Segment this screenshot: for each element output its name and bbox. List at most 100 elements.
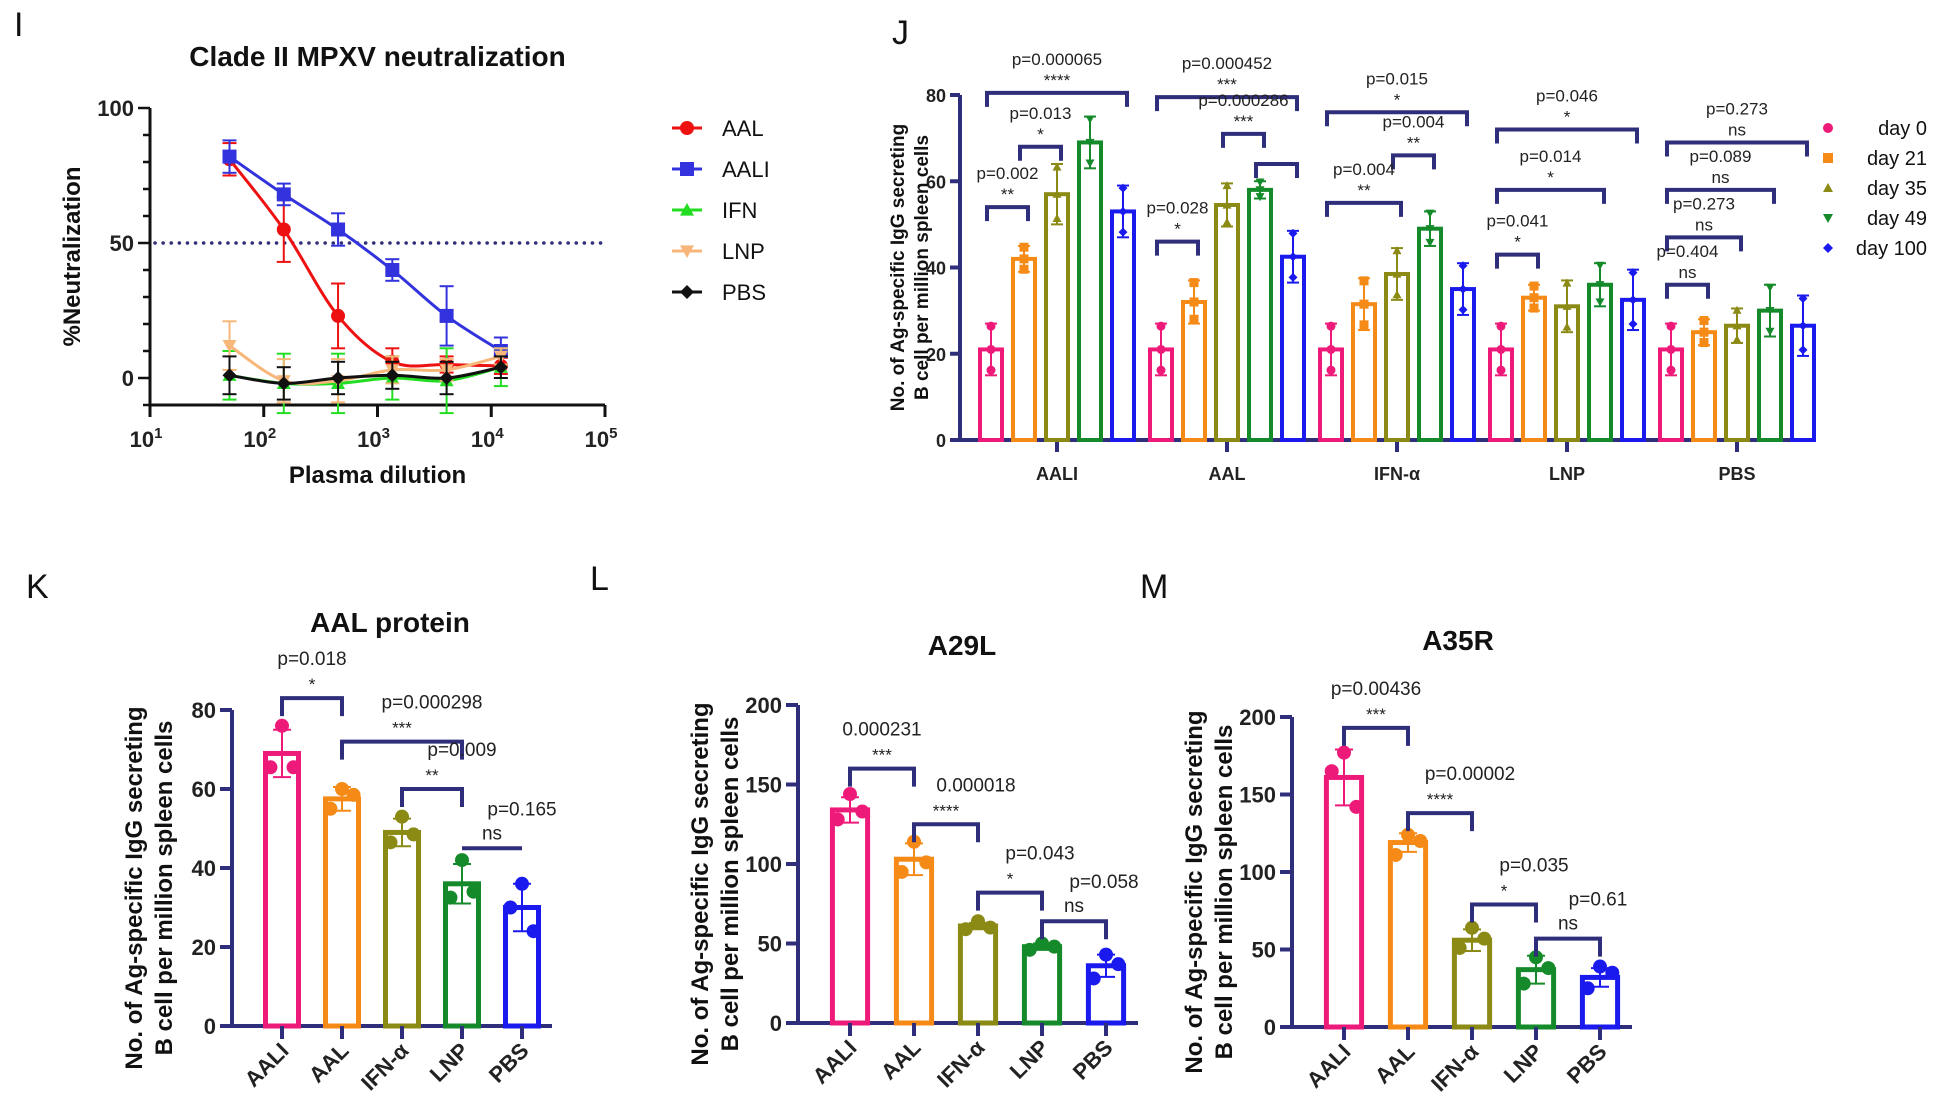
significance-stars: ns xyxy=(1712,168,1730,187)
x-tick-label: AALI xyxy=(1302,1039,1356,1093)
data-point xyxy=(1099,947,1113,962)
data-point xyxy=(1189,314,1199,324)
data-point xyxy=(1496,365,1506,375)
significance-bracket xyxy=(1495,187,1606,204)
significance-stars: *** xyxy=(1366,705,1386,724)
significance-bracket xyxy=(1495,127,1639,144)
x-tick-label: 103 xyxy=(357,425,390,452)
series-lnp xyxy=(222,320,508,404)
x-tick-label: PBS xyxy=(1068,1035,1118,1085)
x-axis-label: Plasma dilution xyxy=(289,462,466,489)
data-point xyxy=(503,900,518,915)
data-point xyxy=(1388,847,1403,862)
data-point xyxy=(1359,299,1369,309)
data-point xyxy=(986,365,996,375)
y-tick-label: 0 xyxy=(204,1014,216,1039)
p-value-label: 0.000231 xyxy=(842,720,921,741)
p-value-label: p=0.028 xyxy=(1147,199,1209,218)
y-tick-label: 40 xyxy=(926,259,946,279)
p-value-label: p=0.404 xyxy=(1657,242,1719,261)
p-value-label: p=0.165 xyxy=(487,799,556,820)
bar xyxy=(1417,226,1443,442)
data-point xyxy=(222,368,237,383)
significance-stars: ns xyxy=(1679,263,1697,282)
panel-letter-m: M xyxy=(1140,568,1169,606)
chart-neutralization: Clade II MPXV neutralization 0 50 100 101 102… xyxy=(59,41,770,489)
panel-letter-l: L xyxy=(590,560,609,598)
data-point xyxy=(983,920,998,935)
bar-AAL-day-21 xyxy=(1181,278,1207,442)
y-tick-label: 20 xyxy=(192,935,216,960)
data-point xyxy=(1628,268,1638,278)
data-point xyxy=(1019,254,1029,264)
bar-IFN-α-day-0 xyxy=(1318,321,1344,442)
p-value-label: p=0.041 xyxy=(1487,212,1549,231)
data-point xyxy=(1359,276,1369,286)
significance-bracket xyxy=(1221,131,1266,148)
x-tick-label: IFN-α xyxy=(1374,464,1420,484)
p-value-label: p=0.000452 xyxy=(1182,54,1272,73)
data-point xyxy=(1765,283,1775,292)
legend-marker xyxy=(680,121,694,135)
significance-bracket xyxy=(1325,110,1469,127)
data-point xyxy=(1255,178,1265,187)
data-point xyxy=(1496,321,1506,331)
bar xyxy=(1110,209,1136,442)
data-point xyxy=(855,804,870,819)
data-point xyxy=(1052,162,1062,171)
p-value-label: p=0.046 xyxy=(1536,87,1598,106)
y-tick-label: 60 xyxy=(926,172,946,192)
significance-stars: *** xyxy=(392,719,412,738)
bar-PBS-day-49 xyxy=(1757,283,1783,442)
legend-label: day 0 xyxy=(1878,118,1927,140)
p-value-label: p=0.018 xyxy=(277,649,346,670)
legend-label: day 100 xyxy=(1856,238,1927,260)
data-point xyxy=(1392,269,1402,278)
bar-AALI-day-21 xyxy=(1011,242,1037,442)
bar xyxy=(443,881,481,1029)
bar xyxy=(1011,256,1037,442)
bar-LNP xyxy=(443,853,481,1029)
bar-AALI xyxy=(829,787,871,1026)
data-point xyxy=(1562,301,1572,310)
series-pbs xyxy=(222,355,508,401)
legend-label: LNP xyxy=(722,239,765,264)
bar-LNP-day-21 xyxy=(1521,281,1547,442)
data-point xyxy=(406,827,421,842)
bar-PBS-day-35 xyxy=(1724,305,1750,442)
legend-marker xyxy=(680,162,694,176)
legend-item-aal: AAL xyxy=(672,116,764,141)
bar-PBS xyxy=(1085,947,1127,1026)
legend-item-day-21: day 21 xyxy=(1823,148,1927,170)
significance-bracket xyxy=(985,90,1129,107)
data-point xyxy=(515,876,529,891)
data-point xyxy=(1022,942,1037,957)
data-point xyxy=(1798,321,1808,331)
data-point xyxy=(1465,920,1479,935)
y-tick-label: 100 xyxy=(97,96,134,121)
chart-title: A29L xyxy=(928,630,996,661)
fit-curve xyxy=(228,158,501,368)
data-point xyxy=(1458,284,1468,294)
significance-stars: ns xyxy=(1728,120,1746,139)
data-point xyxy=(331,308,346,323)
y-axis-label: %Neutralization xyxy=(59,166,86,346)
data-point xyxy=(1392,290,1402,299)
significance-bracket xyxy=(1470,902,1538,923)
significance-bracket xyxy=(1155,239,1200,256)
bar-AAL-day-35 xyxy=(1214,181,1240,442)
data-point xyxy=(1019,264,1029,274)
data-point xyxy=(1118,183,1128,193)
bar xyxy=(1323,774,1365,1030)
significance-bracket xyxy=(985,205,1030,222)
data-point xyxy=(894,864,909,879)
legend-item-pbs: PBS xyxy=(672,280,766,305)
bar-IFN-α-day-35 xyxy=(1384,246,1410,442)
bar-PBS-day-100 xyxy=(1790,294,1816,442)
data-point xyxy=(1529,303,1539,313)
p-value-label: p=0.043 xyxy=(1005,844,1074,865)
bar xyxy=(1387,840,1429,1030)
bar-LNP-day-0 xyxy=(1488,321,1514,442)
data-point xyxy=(276,376,291,391)
